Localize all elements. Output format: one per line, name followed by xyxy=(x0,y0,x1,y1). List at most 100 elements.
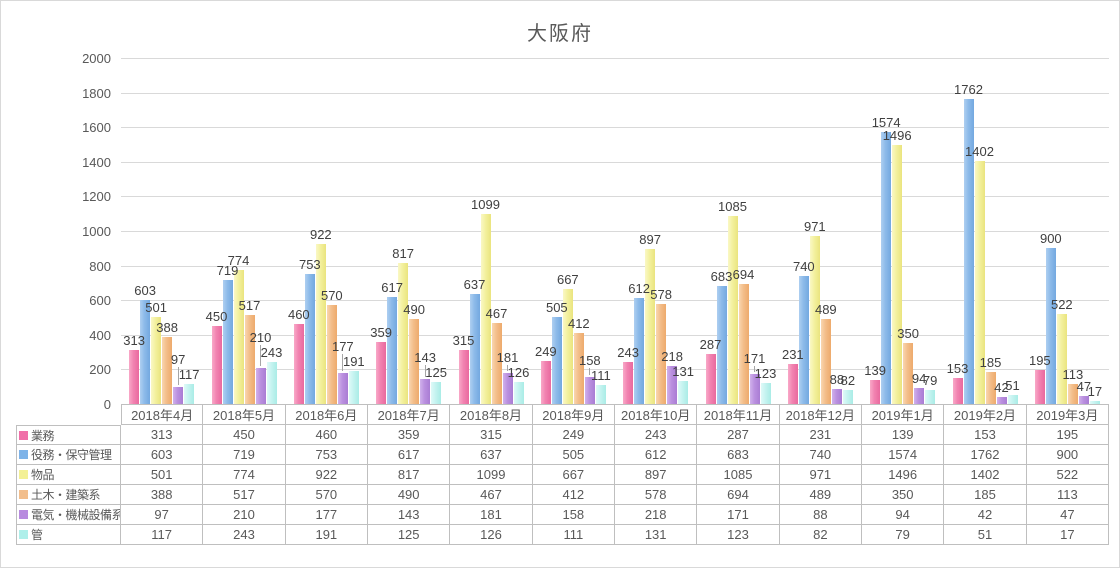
bar-value-label: 694 xyxy=(732,266,755,282)
series-name: 物品 xyxy=(31,468,55,482)
y-axis-tick-label: 1200 xyxy=(82,189,111,205)
table-value-cell: 185 xyxy=(944,485,1027,505)
bar xyxy=(963,99,974,404)
table-value-cell: 210 xyxy=(203,505,286,525)
bar-value-label: 42 xyxy=(994,379,1009,395)
bar xyxy=(540,360,551,404)
bar-value-label: 467 xyxy=(485,306,508,322)
bar xyxy=(952,377,963,404)
bar xyxy=(584,376,595,404)
table-value-cell: 313 xyxy=(121,425,204,445)
bar-value-label: 131 xyxy=(672,364,695,380)
bar-value-label: 1762 xyxy=(954,82,983,98)
table-value-cell: 489 xyxy=(779,485,862,505)
bar-value-label: 350 xyxy=(897,326,920,342)
bar xyxy=(348,370,359,404)
table-value-cell: 249 xyxy=(532,425,615,445)
table-value-cell: 450 xyxy=(203,425,286,445)
bar xyxy=(420,379,431,404)
leader-line xyxy=(507,365,508,371)
bar-value-label: 243 xyxy=(617,344,640,360)
table-value-cell: 191 xyxy=(285,525,368,545)
bar xyxy=(892,145,903,404)
chart-title: 大阪府 xyxy=(527,23,593,45)
bar-value-label: 181 xyxy=(496,350,519,366)
table-value-cell: 158 xyxy=(532,505,615,525)
bar-value-label: 489 xyxy=(814,302,837,318)
bar-value-label: 243 xyxy=(260,344,283,360)
table-value-cell: 578 xyxy=(615,485,698,505)
bar-value-label: 171 xyxy=(743,350,766,366)
series-name: 電気・機械設備系 xyxy=(31,508,121,522)
bar xyxy=(870,379,881,404)
bar xyxy=(326,305,337,404)
table-value-cell: 922 xyxy=(285,465,368,485)
bar xyxy=(551,316,562,404)
table-value-cell: 522 xyxy=(1026,465,1109,485)
bar xyxy=(337,373,348,404)
table-month-header: 2019年2月 xyxy=(944,404,1027,425)
gridline xyxy=(121,196,1109,198)
bar-value-label: 249 xyxy=(534,343,557,359)
bar xyxy=(304,273,315,404)
bar-value-label: 522 xyxy=(1050,296,1073,312)
y-axis-tick-label: 200 xyxy=(89,362,111,378)
bar-value-label: 578 xyxy=(650,287,673,302)
table-value-cell: 42 xyxy=(944,505,1027,525)
bar xyxy=(502,372,513,404)
bar xyxy=(398,262,409,404)
bar xyxy=(315,244,326,404)
table-value-cell: 1574 xyxy=(862,445,945,465)
bar-value-label: 287 xyxy=(699,337,722,353)
y-axis-tick-label: 1800 xyxy=(82,85,111,101)
table-value-cell: 51 xyxy=(944,525,1027,545)
table-value-cell: 94 xyxy=(862,505,945,525)
table-month-header: 2018年5月 xyxy=(203,404,286,425)
table-month-header: 2018年7月 xyxy=(368,404,451,425)
bar xyxy=(903,343,914,404)
bar-value-label: 719 xyxy=(216,262,239,278)
bar-value-label: 139 xyxy=(864,362,887,378)
table-month-header: 2018年12月 xyxy=(779,404,862,425)
bar xyxy=(1045,248,1056,404)
bar xyxy=(820,319,831,404)
bar xyxy=(634,298,645,404)
bar-value-label: 315 xyxy=(452,332,475,348)
series-row-label: 管 xyxy=(16,525,121,545)
table-value-cell: 111 xyxy=(532,525,615,545)
bar-value-label: 231 xyxy=(781,347,804,363)
leader-line xyxy=(424,365,426,378)
series-row-label: 土木・建築系 xyxy=(16,485,121,505)
series-name: 役務・保守管理 xyxy=(31,448,112,462)
bar xyxy=(716,285,727,404)
bar-value-label: 612 xyxy=(628,281,651,297)
table-value-cell: 517 xyxy=(203,485,286,505)
bar-value-label: 195 xyxy=(1028,353,1051,369)
table-value-cell: 117 xyxy=(121,525,204,545)
table-value-cell: 637 xyxy=(450,445,533,465)
bar xyxy=(749,374,760,404)
table-value-cell: 501 xyxy=(121,465,204,485)
bar-value-label: 753 xyxy=(298,256,321,272)
table-value-cell: 218 xyxy=(615,505,698,525)
table-value-cell: 612 xyxy=(615,445,698,465)
series-swatch-icon xyxy=(19,490,28,499)
bar-value-label: 191 xyxy=(342,353,365,369)
bar-value-label: 17 xyxy=(1087,384,1103,400)
gridline xyxy=(121,300,1109,302)
bar xyxy=(925,390,936,404)
series-row-label: 役務・保守管理 xyxy=(16,445,121,465)
table-value-cell: 125 xyxy=(368,525,451,545)
bar xyxy=(255,367,266,404)
bar xyxy=(1078,395,1089,404)
table-value-cell: 900 xyxy=(1026,445,1109,465)
data-table: 2018年4月 2018年5月 2018年6月 2018年7月 2018年8月 2018年… xyxy=(16,404,1109,545)
bar-value-label: 94 xyxy=(911,370,927,386)
series-swatch-icon xyxy=(19,450,28,459)
bar-value-label: 412 xyxy=(567,315,590,331)
bar-value-label: 740 xyxy=(792,258,815,274)
bar xyxy=(162,336,173,404)
table-value-cell: 603 xyxy=(121,445,204,465)
table-month-header: 2019年1月 xyxy=(862,404,945,425)
leader-line xyxy=(754,365,755,373)
